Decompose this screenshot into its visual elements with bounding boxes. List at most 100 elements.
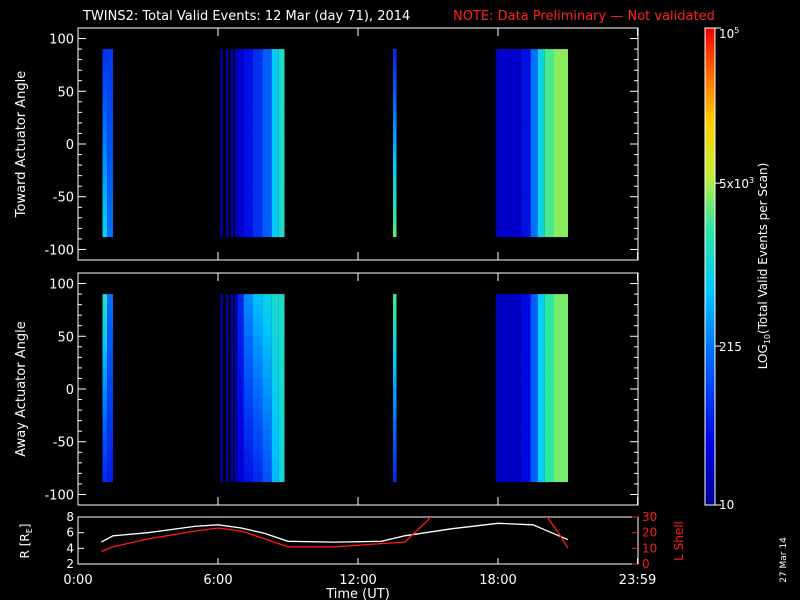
- toward-cell-13-2: [495, 205, 498, 217]
- toward-cell-14-10: [498, 122, 522, 133]
- away-cell-2-10: [220, 367, 223, 378]
- away-cell-2-7: [220, 398, 223, 410]
- toward-cell-13-7: [495, 153, 498, 165]
- toward-cell-0-1: [102, 215, 108, 227]
- toward-cell-2-4: [220, 184, 223, 196]
- away-cell-18-3: [544, 440, 554, 451]
- away-cell-18-14: [544, 325, 554, 337]
- away-cell-12-3: [393, 440, 397, 451]
- away-cell-19-2: [554, 450, 568, 462]
- toward-cell-12-7: [393, 153, 397, 165]
- away-cell-19-5: [554, 419, 568, 430]
- away-cell-10-8: [271, 387, 279, 399]
- toward-cell-17-5: [537, 174, 545, 185]
- away-cell-19-7: [554, 398, 568, 410]
- away-cell-5-17: [234, 294, 238, 305]
- toward-cell-13-17: [495, 49, 498, 60]
- away-cell-15-14: [521, 325, 531, 337]
- toward-cell-15-4: [521, 184, 531, 196]
- toward-cell-0-3: [102, 195, 108, 206]
- toward-cell-5-0: [234, 226, 238, 238]
- toward-cell-17-10: [537, 122, 545, 133]
- toward-cell-18-13: [544, 90, 554, 102]
- away-cell-2-9: [220, 377, 223, 389]
- away-cell-12-8: [393, 387, 397, 399]
- toward-cell-1-10: [107, 122, 113, 133]
- away-cell-4-15: [230, 314, 234, 326]
- away-cell-14-16: [498, 304, 522, 316]
- date-stamp: 27 Mar 14: [779, 537, 789, 583]
- orbit-time-axis: 0:00 6:00 12:00 18:00 23:59: [63, 558, 656, 588]
- away-cell-12-0: [393, 471, 397, 483]
- away-cell-1-2: [107, 450, 113, 462]
- away-cell-13-12: [495, 346, 498, 357]
- away-cell-11-7: [278, 398, 285, 410]
- toward-cell-7-13: [243, 90, 253, 102]
- away-cell-6-14: [237, 325, 244, 337]
- toward-ytick-label-4: -100: [44, 243, 74, 258]
- away-cell-14-8: [498, 387, 522, 399]
- toward-cell-4-11: [230, 111, 234, 123]
- toward-cell-8-4: [253, 184, 263, 196]
- away-cell-13-0: [495, 471, 498, 483]
- toward-cell-9-17: [262, 49, 272, 60]
- toward-cell-15-10: [521, 122, 531, 133]
- toward-cell-6-17: [237, 49, 244, 60]
- toward-cell-1-4: [107, 184, 113, 196]
- away-cell-1-6: [107, 408, 113, 420]
- toward-cell-1-0: [107, 226, 113, 238]
- toward-cell-5-13: [234, 90, 238, 102]
- away-cell-7-12: [243, 346, 253, 357]
- away-cell-19-12: [554, 346, 568, 357]
- toward-cell-3-2: [226, 205, 229, 217]
- toward-cell-1-13: [107, 90, 113, 102]
- away-cell-11-0: [278, 471, 285, 483]
- away-cell-7-9: [243, 377, 253, 389]
- orbit-l-tick-label-2: 20: [642, 526, 657, 540]
- away-cell-6-3: [237, 440, 244, 451]
- away-cell-9-0: [262, 471, 272, 483]
- toward-cell-19-7: [554, 153, 568, 165]
- away-cell-11-14: [278, 325, 285, 337]
- away-cell-0-7: [102, 398, 108, 410]
- away-cell-9-14: [262, 325, 272, 337]
- away-cell-3-12: [226, 346, 229, 357]
- away-cell-9-10: [262, 367, 272, 378]
- time-tick-label-4: 23:59: [619, 573, 656, 588]
- away-cell-1-10: [107, 367, 113, 378]
- away-cell-1-12: [107, 346, 113, 357]
- away-cell-15-2: [521, 450, 531, 462]
- toward-cell-2-2: [220, 205, 223, 217]
- away-cell-11-15: [278, 314, 285, 326]
- toward-cell-12-9: [393, 132, 397, 144]
- away-cell-10-5: [271, 419, 279, 430]
- away-cell-15-16: [521, 304, 531, 316]
- toward-cell-14-14: [498, 80, 522, 92]
- toward-cell-1-9: [107, 132, 113, 144]
- away-cell-4-9: [230, 377, 234, 389]
- away-cell-2-0: [220, 471, 223, 483]
- away-cell-11-11: [278, 356, 285, 368]
- toward-cell-15-5: [521, 174, 531, 185]
- away-cell-6-1: [237, 460, 244, 472]
- toward-cell-17-8: [537, 142, 545, 154]
- away-cell-12-7: [393, 398, 397, 410]
- away-cell-11-3: [278, 440, 285, 451]
- toward-cell-1-3: [107, 195, 113, 206]
- away-cell-2-15: [220, 314, 223, 326]
- away-cell-18-12: [544, 346, 554, 357]
- toward-cell-9-12: [262, 101, 272, 112]
- time-tick-label-0: 0:00: [63, 573, 92, 588]
- away-cell-16-16: [530, 304, 538, 316]
- away-cell-2-3: [220, 440, 223, 451]
- toward-cell-15-2: [521, 205, 531, 217]
- away-cell-16-14: [530, 325, 538, 337]
- away-cell-18-16: [544, 304, 554, 316]
- away-cell-19-10: [554, 367, 568, 378]
- toward-cell-4-17: [230, 49, 234, 60]
- toward-cell-8-17: [253, 49, 263, 60]
- away-cell-5-5: [234, 419, 238, 430]
- away-cell-2-5: [220, 419, 223, 430]
- away-cell-1-15: [107, 314, 113, 326]
- away-cell-12-13: [393, 335, 397, 347]
